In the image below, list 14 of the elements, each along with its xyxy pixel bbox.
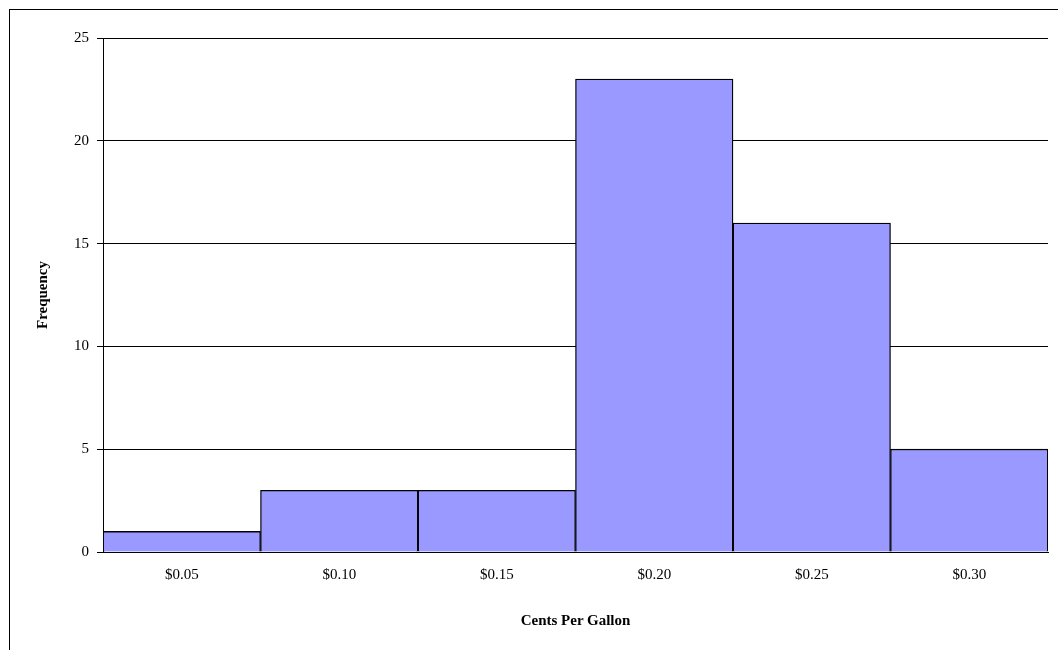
y-tick-label: 10	[74, 337, 89, 354]
y-axis-title: Frequency	[33, 260, 50, 330]
x-tick-label: $0.25	[794, 565, 829, 582]
y-tick-label: 15	[74, 234, 89, 251]
x-tick-label: $0.05	[164, 565, 199, 582]
y-tick-label: 20	[74, 131, 89, 148]
x-tick-label: $0.20	[637, 565, 672, 582]
x-tick-label: $0.10	[322, 565, 357, 582]
x-axis-title: Cents Per Gallon	[520, 611, 632, 628]
y-tick-label: 0	[81, 542, 89, 559]
x-tick-label: $0.30	[952, 565, 987, 582]
y-tick-label: 5	[81, 440, 89, 457]
x-tick-label: $0.15	[479, 565, 514, 582]
y-tick-label: 25	[74, 28, 89, 45]
